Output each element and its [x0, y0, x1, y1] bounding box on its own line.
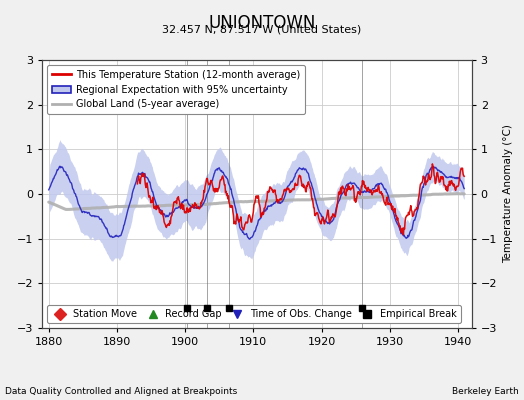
Y-axis label: Temperature Anomaly (°C): Temperature Anomaly (°C)	[503, 124, 512, 264]
Legend: Station Move, Record Gap, Time of Obs. Change, Empirical Break: Station Move, Record Gap, Time of Obs. C…	[47, 305, 461, 323]
Text: 32.457 N, 87.517 W (United States): 32.457 N, 87.517 W (United States)	[162, 24, 362, 34]
Text: UNIONTOWN: UNIONTOWN	[209, 14, 315, 32]
Text: Berkeley Earth: Berkeley Earth	[452, 387, 519, 396]
Text: Data Quality Controlled and Aligned at Breakpoints: Data Quality Controlled and Aligned at B…	[5, 387, 237, 396]
